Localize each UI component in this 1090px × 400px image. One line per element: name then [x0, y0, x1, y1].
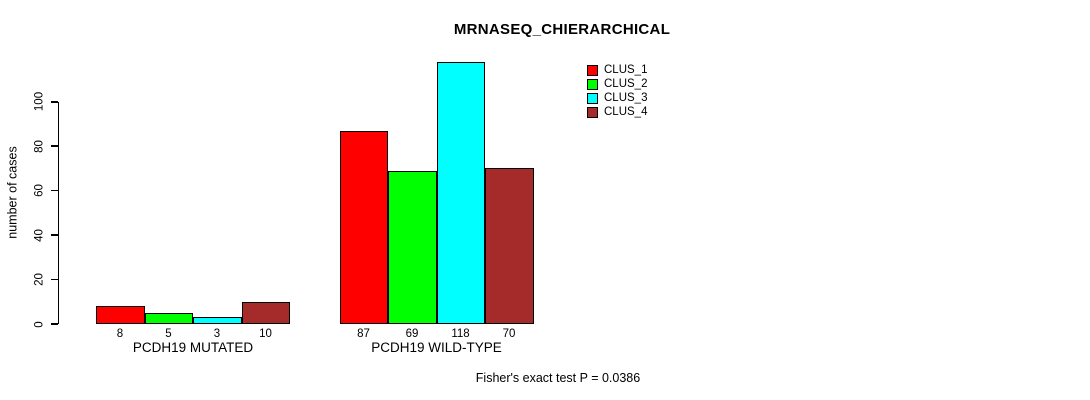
y-tick-mark	[50, 189, 58, 192]
legend-swatch	[587, 64, 598, 76]
y-tick-label: 0	[33, 320, 46, 328]
bar-clus_2-group2	[388, 170, 437, 324]
legend-item-clus_3: CLUS_3	[587, 91, 647, 105]
annotation-text: Fisher's exact test P = 0.0386	[475, 371, 641, 385]
legend-label: CLUS_3	[604, 92, 648, 104]
bar-value-label: 69	[405, 328, 419, 340]
y-tick-label: 60	[33, 184, 46, 198]
legend-swatch	[587, 92, 598, 104]
legend: CLUS_1 CLUS_2 CLUS_3 CLUS_4	[587, 63, 647, 119]
chart-title: MRNASEQ_CHIERARCHICAL	[453, 21, 671, 38]
bar-clus_4-group2	[485, 168, 534, 324]
bar-clus_3-group1	[193, 317, 242, 324]
legend-item-clus_1: CLUS_1	[587, 63, 647, 77]
bar-clus_2-group1	[144, 312, 193, 324]
bar-clus_1-group2	[339, 130, 388, 324]
category-label: PCDH19 MUTATED	[132, 340, 254, 355]
y-tick-label: 80	[33, 139, 46, 153]
y-tick-mark	[50, 278, 58, 281]
bar-value-label: 5	[165, 328, 172, 340]
bar-clus_1-group1	[96, 306, 145, 324]
bar-value-label: 10	[259, 328, 272, 340]
y-tick-mark	[50, 101, 58, 103]
bar-value-label: 8	[116, 328, 124, 340]
legend-swatch	[587, 106, 598, 118]
y-axis-line	[57, 101, 59, 324]
bar-value-label: 87	[357, 328, 370, 340]
y-tick-label: 40	[33, 228, 46, 242]
bar-clus_4-group1	[241, 301, 290, 324]
y-tick-mark	[50, 234, 58, 236]
category-label: PCDH19 WILD-TYPE	[371, 340, 502, 355]
bar-value-label: 118	[451, 328, 470, 340]
legend-label: CLUS_4	[604, 106, 648, 118]
bar-value-label: 70	[502, 328, 516, 340]
y-tick-label: 100	[33, 92, 46, 112]
legend-item-clus_2: CLUS_2	[587, 77, 647, 91]
y-tick-mark	[50, 145, 58, 147]
legend-item-clus_4: CLUS_4	[587, 105, 647, 119]
y-tick-label: 20	[33, 273, 46, 286]
bar-value-label: 3	[213, 328, 221, 340]
legend-label: CLUS_1	[604, 64, 648, 76]
y-tick-mark	[50, 323, 58, 325]
legend-label: CLUS_2	[604, 78, 648, 90]
legend-swatch	[587, 78, 598, 90]
bar-clus_3-group2	[436, 61, 485, 324]
